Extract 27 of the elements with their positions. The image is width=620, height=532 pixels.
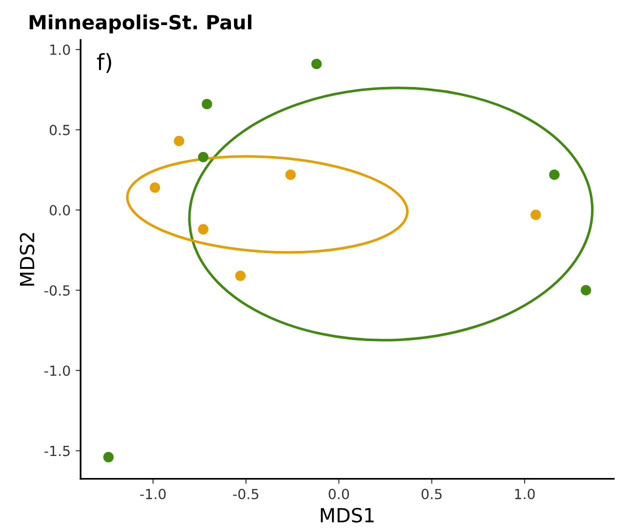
x-tick-label: -0.5 (233, 488, 258, 500)
chart-title: Minneapolis-St. Paul (30, 14, 252, 34)
point (285, 169, 296, 180)
y-tick-label: 0.5 (50, 124, 70, 136)
point (174, 136, 184, 146)
y-tick-label: -0.5 (44, 285, 70, 296)
point (198, 224, 208, 234)
x-tick-label: -1.0 (140, 488, 166, 500)
x-axis-title: MDS1 (320, 508, 374, 523)
x-tick-label: 1.0 (515, 488, 535, 500)
point (150, 182, 160, 193)
x-tick-label: 0.5 (422, 488, 442, 500)
annotation: f) (97, 53, 112, 73)
point (530, 210, 541, 220)
point (580, 285, 592, 296)
y-tick-label: -1.5 (44, 446, 70, 456)
point (103, 452, 114, 462)
point (198, 152, 208, 162)
y-tick-label: 0.0 (50, 204, 70, 216)
point (549, 169, 560, 180)
x-tick-label: 0.0 (328, 488, 349, 500)
point (235, 270, 246, 282)
y-tick-label: -1.0 (44, 365, 70, 376)
y-axis-title: MDS2 (20, 233, 34, 286)
y-tick-label: 1.0 (50, 44, 70, 56)
point (202, 98, 212, 110)
point (311, 58, 322, 70)
